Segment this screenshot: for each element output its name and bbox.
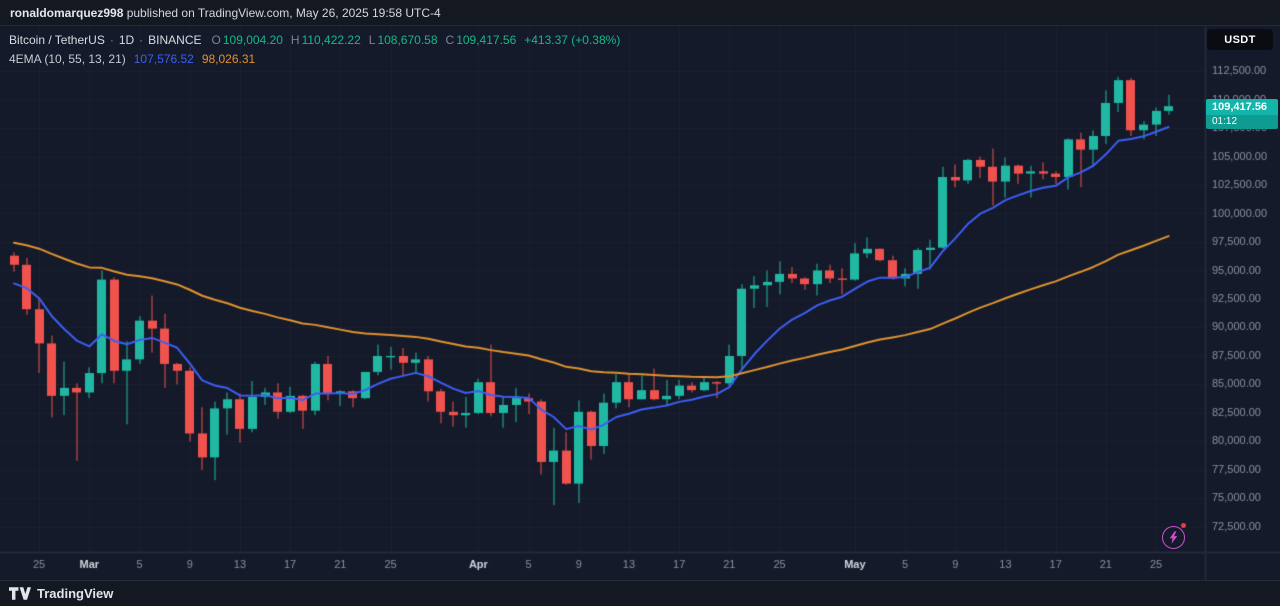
publish-bar: ronaldomarquez998 published on TradingVi… bbox=[0, 0, 1280, 26]
high-value: 110,422.22 bbox=[301, 32, 361, 47]
current-price-value: 109,417.56 bbox=[1206, 99, 1278, 116]
bar-countdown: 01:12 bbox=[1206, 115, 1278, 130]
tradingview-logo-icon[interactable] bbox=[9, 587, 31, 600]
close-label: C bbox=[445, 32, 455, 47]
currency-toggle-button[interactable]: USDT bbox=[1207, 29, 1273, 50]
legend-separator: · bbox=[109, 32, 114, 47]
current-price-tag: 109,417.56 01:12 bbox=[1206, 99, 1278, 130]
tradingview-brand[interactable]: TradingView bbox=[37, 586, 114, 601]
symbol-row: Bitcoin / TetherUS · 1D · BINANCE O 109,0… bbox=[9, 30, 620, 49]
high-label: H bbox=[290, 32, 300, 47]
legend-separator: · bbox=[139, 32, 144, 47]
lightning-icon bbox=[1169, 531, 1178, 544]
change-value: +413.37 (+0.38%) bbox=[524, 32, 621, 47]
chart-area: Bitcoin / TetherUS · 1D · BINANCE O 109,0… bbox=[0, 26, 1280, 580]
footer-bar: TradingView bbox=[0, 580, 1280, 606]
symbol-title[interactable]: Bitcoin / TetherUS bbox=[9, 32, 105, 47]
interval-label[interactable]: 1D bbox=[118, 32, 135, 47]
publish-info-text: published on TradingView.com, May 26, 20… bbox=[123, 5, 441, 20]
chart-legend: Bitcoin / TetherUS · 1D · BINANCE O 109,0… bbox=[9, 30, 620, 68]
ema-fast-value: 107,576.52 bbox=[133, 51, 194, 66]
publisher-username: ronaldomarquez998 bbox=[10, 5, 124, 20]
exchange-label: BINANCE bbox=[148, 32, 202, 47]
low-label: L bbox=[368, 32, 376, 47]
ema-slow-value: 98,026.31 bbox=[201, 51, 256, 66]
open-value: 109,004.20 bbox=[222, 32, 283, 47]
open-label: O bbox=[211, 32, 221, 47]
low-value: 108,670.58 bbox=[377, 32, 438, 47]
indicator-row: 4EMA (10, 55, 13, 21) 107,576.52 98,026.… bbox=[9, 49, 620, 68]
close-value: 109,417.56 bbox=[456, 32, 517, 47]
notification-dot bbox=[1181, 523, 1186, 528]
candlestick-chart-canvas[interactable] bbox=[0, 26, 1280, 580]
quick-alert-button[interactable] bbox=[1162, 523, 1186, 549]
indicator-name[interactable]: 4EMA (10, 55, 13, 21) bbox=[9, 51, 126, 66]
